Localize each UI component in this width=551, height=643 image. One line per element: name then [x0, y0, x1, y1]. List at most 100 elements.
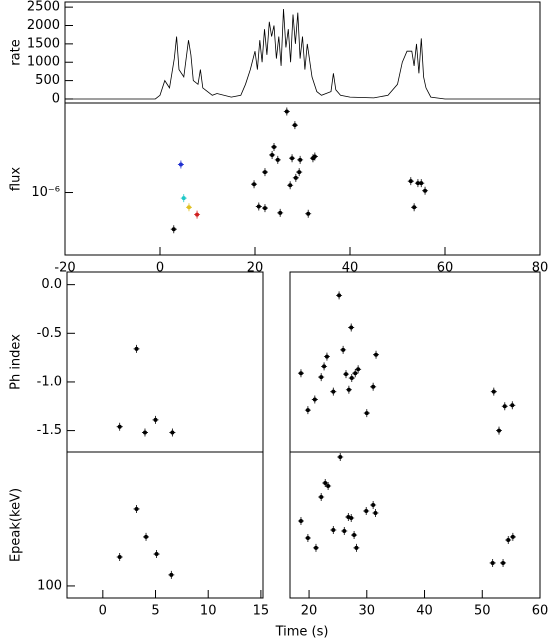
point	[170, 430, 175, 435]
point	[353, 371, 358, 376]
point	[312, 154, 317, 159]
point	[169, 572, 174, 577]
plot-frame	[64, 1, 541, 104]
point	[293, 175, 298, 180]
x-tick-label: 0	[156, 261, 164, 276]
point	[342, 528, 347, 533]
point	[506, 537, 511, 542]
x-tick-label: 30	[359, 604, 376, 619]
point	[142, 430, 147, 435]
y-tick-label: 2000	[27, 18, 60, 33]
point	[288, 183, 293, 188]
point	[290, 156, 295, 161]
point	[346, 387, 351, 392]
point	[181, 196, 186, 201]
x-tick-label: -20	[54, 261, 75, 276]
point	[324, 354, 329, 359]
point	[306, 211, 311, 216]
point	[305, 536, 310, 541]
point	[371, 502, 376, 507]
plot-frame	[66, 451, 264, 599]
y-tick-label: -1.5	[37, 423, 62, 438]
y-tick-label: 100	[37, 578, 62, 593]
point	[272, 144, 276, 149]
plot-frame	[289, 451, 541, 599]
point	[171, 227, 176, 232]
point	[262, 206, 267, 211]
point	[154, 552, 159, 557]
point	[195, 212, 200, 217]
point	[252, 182, 257, 187]
point	[326, 483, 331, 488]
x-tick-label: 60	[532, 604, 549, 619]
point	[356, 367, 361, 372]
point	[354, 545, 359, 550]
point	[144, 534, 149, 539]
plot-frame	[289, 271, 541, 453]
point	[297, 170, 302, 175]
point	[134, 346, 139, 351]
point	[412, 205, 417, 210]
point	[341, 347, 346, 352]
point	[319, 495, 324, 500]
point	[337, 293, 342, 298]
y-tick-label: 1000	[27, 55, 60, 70]
point	[374, 352, 379, 357]
point	[501, 560, 506, 565]
point	[352, 533, 357, 538]
point	[349, 325, 354, 330]
x-axis-label: Time (s)	[275, 625, 329, 640]
point	[305, 408, 310, 413]
point	[153, 417, 158, 422]
point	[178, 162, 183, 167]
y-axis-label: Ph index	[9, 334, 24, 390]
y-tick-label: -0.5	[37, 326, 62, 341]
plot-frame	[66, 271, 264, 453]
point	[344, 372, 349, 377]
point	[262, 170, 267, 175]
point	[364, 509, 369, 514]
point	[371, 384, 376, 389]
x-tick-label: 60	[437, 261, 454, 276]
point	[270, 152, 275, 157]
point	[312, 397, 317, 402]
point	[298, 157, 303, 162]
point	[510, 403, 515, 408]
point	[298, 371, 303, 376]
light-curve	[65, 8, 540, 100]
x-tick-label: 5	[151, 604, 159, 619]
point	[134, 506, 139, 511]
point	[313, 545, 318, 550]
point	[278, 210, 283, 215]
point	[322, 364, 327, 369]
point	[349, 376, 354, 381]
point	[491, 389, 496, 394]
point	[117, 554, 122, 559]
y-tick-label: 10⁻⁶	[31, 185, 60, 200]
point	[284, 109, 289, 114]
point	[338, 455, 343, 460]
y-axis-label: flux	[9, 167, 24, 191]
point	[490, 560, 495, 565]
point	[510, 534, 515, 539]
y-tick-label: 500	[35, 73, 60, 88]
x-tick-label: 15	[253, 604, 270, 619]
point	[298, 519, 303, 524]
point	[373, 511, 378, 516]
x-tick-label: 20	[247, 261, 264, 276]
point	[186, 205, 191, 210]
point	[256, 204, 261, 209]
point	[275, 157, 280, 162]
point	[292, 123, 297, 128]
plot-frame	[64, 102, 541, 256]
point	[319, 375, 324, 380]
y-tick-label: 1500	[27, 36, 60, 51]
x-tick-label: 10	[200, 604, 217, 619]
y-axis-label: Epeak(keV)	[9, 488, 24, 562]
point	[331, 528, 336, 533]
point	[408, 179, 413, 184]
point	[502, 404, 507, 409]
x-tick-label: 50	[474, 604, 491, 619]
x-tick-label: 20	[301, 604, 318, 619]
